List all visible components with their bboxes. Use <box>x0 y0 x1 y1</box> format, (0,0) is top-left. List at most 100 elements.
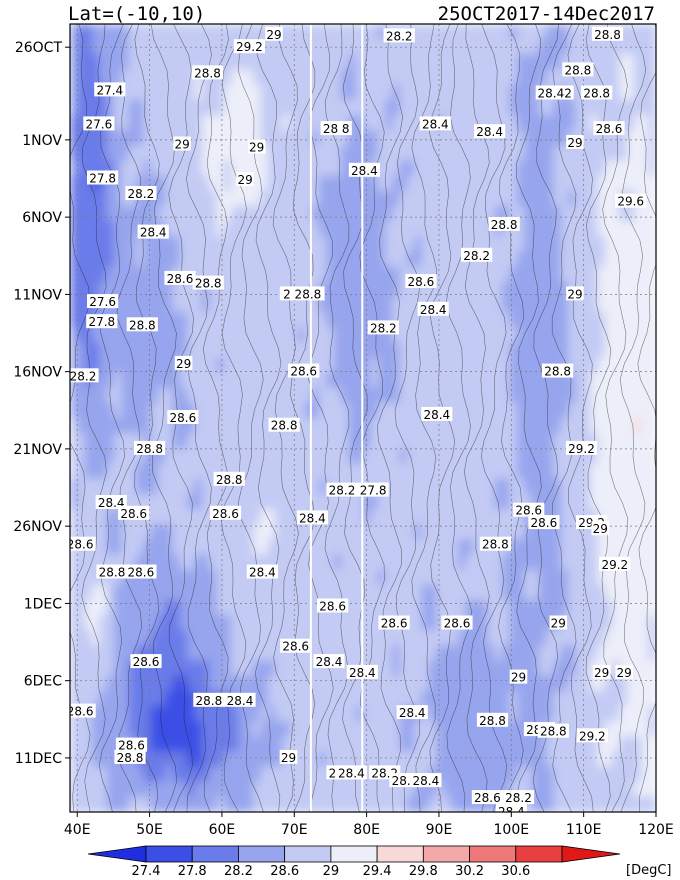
svg-text:29.2: 29.2 <box>568 442 595 456</box>
svg-text:29: 29 <box>237 173 252 187</box>
contour-labels: 29 28.2 28.8 29.2 28.8 28.8 27.4 28.42 28.8 27.6 2… <box>67 26 647 819</box>
contour-label: 27.8 <box>357 482 389 498</box>
contour-label: 28.6 <box>67 703 96 719</box>
svg-text:29: 29 <box>567 136 582 150</box>
svg-text:28.4: 28.4 <box>498 805 525 819</box>
colorbar-level-label: 28.2 <box>224 864 253 879</box>
svg-text:28.6: 28.6 <box>120 507 147 521</box>
y-axis: 26OCT 1NOV 6NOV 11NOV 16NOV 21NOV 26NOV 1DEC 6DE… <box>13 40 70 767</box>
contour-label: 29.2 <box>565 440 598 456</box>
contour-label: 28.6 <box>471 790 503 805</box>
svg-text:28 8: 28 8 <box>323 122 350 136</box>
y-tick-label: 1DEC <box>24 596 63 612</box>
contour-label: 28.4 <box>95 495 127 510</box>
contour-label: 28.6 <box>288 363 320 379</box>
x-tick-label: 110E <box>566 822 602 838</box>
colorbar-level-label: 27.8 <box>178 864 207 879</box>
svg-text:28.8: 28.8 <box>129 318 156 332</box>
svg-text:29: 29 <box>176 357 191 371</box>
contour-label: 29 <box>279 749 298 765</box>
svg-text:28.4: 28.4 <box>349 666 376 680</box>
contour-label: 28.8 <box>591 26 624 42</box>
contour-label: 29 <box>174 355 193 371</box>
svg-text:28.6: 28.6 <box>282 640 309 654</box>
svg-text:28.8: 28.8 <box>544 365 571 379</box>
svg-text:28.8: 28.8 <box>196 694 223 708</box>
contour-label: 28.8 <box>96 564 128 580</box>
contour-label: 29 <box>173 136 191 152</box>
colorbar-segment <box>145 845 193 863</box>
colorbar-level-label: 28.6 <box>270 864 299 879</box>
contour-label: 29.2 <box>599 556 631 572</box>
svg-text:28.2: 28.2 <box>505 791 532 805</box>
svg-text:28.4: 28.4 <box>98 496 125 510</box>
svg-text:28.8: 28.8 <box>195 277 222 291</box>
svg-text:27.4: 27.4 <box>96 83 123 97</box>
contour-label: 27.8 <box>87 170 119 186</box>
svg-text:28.8: 28.8 <box>540 725 567 739</box>
contour-label: 29 <box>615 664 633 680</box>
contour-label: 28.4 <box>421 406 453 422</box>
y-tick-label: 11DEC <box>15 751 62 767</box>
contour-label: 28.6 <box>378 615 410 631</box>
svg-text:29.2: 29.2 <box>236 40 263 54</box>
contour-label: 27.4 <box>94 82 126 97</box>
contour-label: 29.6 <box>615 193 647 209</box>
svg-text:29: 29 <box>617 666 632 680</box>
contour-label: 28.6 <box>513 502 545 518</box>
svg-text:28.4: 28.4 <box>422 117 449 131</box>
svg-text:28.2: 28.2 <box>128 187 155 201</box>
colorbar-segment <box>422 845 470 863</box>
svg-text:28.6: 28.6 <box>67 705 94 719</box>
svg-text:28.8: 28.8 <box>479 714 506 728</box>
colorbar-segment <box>238 845 286 863</box>
y-tick-label: 1NOV <box>22 133 62 149</box>
contour-label: 2 28.8 <box>279 286 325 301</box>
svg-text:27.8: 27.8 <box>89 172 116 186</box>
contour-label: 28.2 <box>367 320 399 335</box>
colorbar-segment <box>284 845 332 863</box>
contour-label: 29 <box>566 135 584 150</box>
svg-text:27.6: 27.6 <box>86 117 113 131</box>
svg-text:28.6: 28.6 <box>212 507 239 521</box>
svg-text:28.6: 28.6 <box>118 739 145 753</box>
contour-label: 29 <box>247 139 266 155</box>
contour-label: 28.6 <box>125 564 157 580</box>
svg-text:28.4: 28.4 <box>476 125 503 139</box>
x-tick-label: 100E <box>494 822 530 838</box>
contour-label: 28.4 <box>224 692 256 708</box>
svg-text:28.8: 28.8 <box>194 66 221 80</box>
svg-text:28.6: 28.6 <box>531 516 558 530</box>
svg-text:28.6: 28.6 <box>515 504 542 518</box>
plot-frame <box>69 23 657 813</box>
svg-text:28.2: 28.2 <box>70 369 97 383</box>
svg-text:28.6: 28.6 <box>444 617 471 631</box>
contour-label: 28.2 <box>461 247 493 263</box>
colorbar: 27.4 27.8 28.2 28.6 29 29.4 29.8 30.2 30.6 <box>87 845 621 879</box>
colorbar-segment <box>191 845 239 863</box>
contour-label: 29 <box>592 664 611 680</box>
contour-label: 28.8 <box>134 440 166 456</box>
colorbar-segment <box>515 845 563 863</box>
y-tick-label: 16NOV <box>13 365 62 381</box>
contour-label: 28.6 <box>118 505 150 521</box>
svg-text:28.6: 28.6 <box>319 600 346 614</box>
contour-label: 28.4 <box>137 224 169 240</box>
contour-label: 29 <box>591 521 610 536</box>
contour-label: 28.6 <box>70 536 96 552</box>
contour-label: 27.8 <box>86 314 118 329</box>
x-tick-label: 50E <box>136 822 163 838</box>
svg-text:28.4: 28.4 <box>140 226 167 240</box>
svg-text:28.4: 28.4 <box>413 774 440 788</box>
svg-text:28.2: 28.2 <box>370 321 397 335</box>
reference-lines <box>309 24 364 812</box>
colorbar-segment <box>376 845 424 863</box>
svg-text:28.2: 28.2 <box>463 249 490 263</box>
x-tick-label: 90E <box>426 822 453 838</box>
contour-label: 28.8 <box>476 712 509 728</box>
colorbar-segment <box>469 845 517 863</box>
contour-label: 28.42 <box>535 85 574 101</box>
colorbar-level-label: 27.4 <box>132 864 161 879</box>
colorbar-segment <box>561 845 621 863</box>
